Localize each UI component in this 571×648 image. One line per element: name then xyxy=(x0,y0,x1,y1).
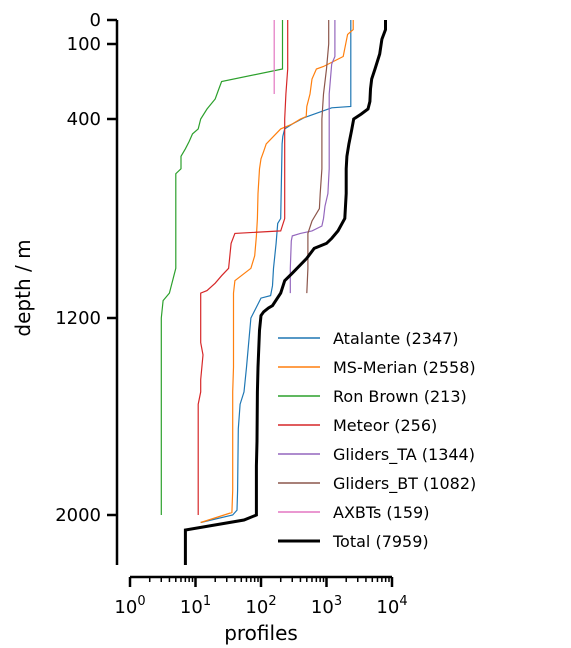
x-tick-label: 103 xyxy=(311,594,342,618)
series-line-5 xyxy=(306,20,330,294)
legend-entry: Ron Brown (213) xyxy=(333,387,467,406)
series-line-4 xyxy=(289,20,336,294)
x-tick-label: 100 xyxy=(114,594,145,618)
y-tick-label: 100 xyxy=(67,34,101,55)
x-tick-label: 102 xyxy=(245,594,276,618)
legend-entry: MS-Merian (2558) xyxy=(333,358,476,377)
y-tick-label: 2000 xyxy=(55,505,101,526)
series-line-3 xyxy=(197,20,289,515)
legend-entry: Gliders_TA (1344) xyxy=(333,445,475,465)
x-axis-label: profiles xyxy=(224,621,298,645)
series-line-7 xyxy=(183,20,387,565)
legend-entry: Total (7959) xyxy=(332,532,429,551)
x-ticks: 100 101 102 103 104 xyxy=(114,577,408,618)
series-line-1 xyxy=(200,20,354,524)
y-ticks: 0 100 400 1200 2000 xyxy=(55,10,117,526)
legend-entry: Gliders_BT (1082) xyxy=(333,474,476,494)
x-tick-label: 104 xyxy=(376,594,407,618)
legend: Atalante (2347) MS-Merian (2558) Ron Brown… xyxy=(278,329,476,551)
y-tick-label: 1200 xyxy=(55,308,101,329)
y-axis-label: depth / m xyxy=(11,239,35,336)
y-tick-label: 0 xyxy=(90,10,101,31)
legend-entry: Meteor (256) xyxy=(333,416,437,435)
legend-entry: Atalante (2347) xyxy=(333,329,459,348)
legend-entry: AXBTs (159) xyxy=(333,503,429,522)
y-tick-label: 400 xyxy=(67,109,101,130)
series-line-2 xyxy=(160,20,284,515)
series-line-0 xyxy=(200,20,352,524)
series-layer xyxy=(160,20,387,565)
x-tick-label: 101 xyxy=(180,594,211,618)
